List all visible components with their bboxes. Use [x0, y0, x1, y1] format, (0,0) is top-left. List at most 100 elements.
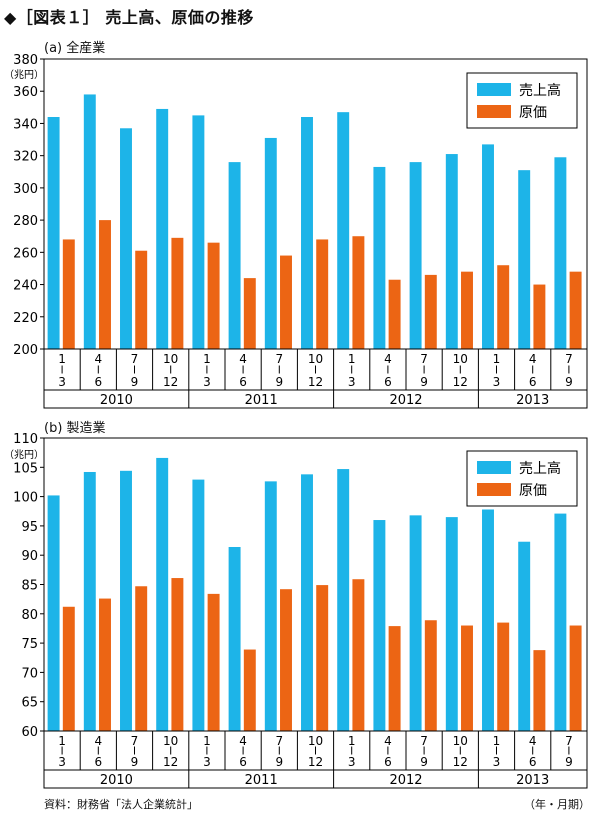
bar-sales: [337, 469, 350, 731]
bar-cost: [569, 625, 582, 731]
bar-sales: [156, 108, 169, 349]
y-tick-label: 200: [13, 343, 38, 358]
quarter-start-label: 1: [348, 734, 356, 748]
bar-sales: [445, 517, 458, 731]
quarter-end-label: 9: [420, 375, 428, 389]
bar-sales: [120, 470, 132, 731]
quarter-end-label: 9: [565, 375, 573, 389]
year-label: 2013: [516, 393, 549, 408]
bar-cost: [352, 236, 365, 349]
quarter-start-label: 1: [58, 352, 66, 366]
bar-sales: [554, 157, 567, 349]
bar-cost: [62, 239, 75, 349]
bar-sales: [518, 170, 531, 349]
quarter-end-label: 9: [565, 755, 573, 769]
y-tick-label: 240: [13, 279, 38, 294]
bar-sales: [301, 474, 313, 731]
legend-box: [466, 72, 578, 129]
y-tick-label: 280: [13, 214, 38, 229]
quarter-start-label: 7: [565, 734, 573, 748]
year-label: 2012: [389, 773, 422, 788]
quarter-end-label: 12: [453, 755, 468, 769]
category-axis-frame: [43, 348, 588, 409]
quarter-end-label: 12: [453, 375, 468, 389]
quarter-start-label: 7: [420, 352, 428, 366]
y-tick-label: 75: [21, 637, 38, 652]
bar-cost: [171, 578, 184, 731]
bar-sales: [482, 509, 494, 731]
bar-sales: [83, 94, 96, 349]
quarter-start-label: 7: [131, 734, 139, 748]
y-tick-label: 320: [13, 150, 38, 165]
quarter-start-label: 7: [275, 352, 283, 366]
legend-label-cost: 原価: [519, 105, 547, 121]
quarter-start-label: 7: [275, 734, 283, 748]
source-note: 資料：財務省「法人企業統計」: [44, 798, 198, 811]
bar-cost: [424, 620, 437, 731]
legend-label-cost: 原価: [519, 483, 547, 499]
quarter-start-label: 10: [308, 352, 323, 366]
y-tick-label: 90: [21, 549, 38, 564]
quarter-end-label: 6: [94, 375, 102, 389]
bar-sales: [482, 144, 494, 349]
quarter-start-label: 4: [239, 734, 247, 748]
bar-sales: [228, 162, 241, 349]
quarter-start-label: 7: [131, 352, 139, 366]
quarter-start-label: 1: [58, 734, 66, 748]
bar-cost: [424, 274, 437, 349]
bar-sales: [47, 495, 60, 731]
quarter-end-label: 12: [163, 755, 178, 769]
quarter-start-label: 7: [565, 352, 573, 366]
bar-cost: [533, 284, 546, 349]
bar-cost: [243, 649, 256, 731]
y-tick-label: 95: [21, 520, 38, 535]
quarter-end-label: 9: [275, 755, 283, 769]
bar-cost: [171, 237, 184, 349]
bar-sales: [228, 546, 241, 731]
bar-sales: [554, 513, 567, 731]
bar-sales: [192, 115, 205, 349]
quarter-start-label: 10: [163, 352, 178, 366]
quarter-end-label: 12: [308, 375, 323, 389]
bar-sales: [409, 162, 422, 349]
quarter-end-label: 3: [348, 755, 356, 769]
bar-cost: [316, 239, 329, 349]
legend-swatch-cost: [477, 105, 511, 118]
quarter-start-label: 4: [384, 352, 392, 366]
quarter-end-label: 12: [163, 375, 178, 389]
bar-cost: [243, 278, 256, 349]
quarter-end-label: 6: [239, 375, 247, 389]
quarter-start-label: 4: [239, 352, 247, 366]
legend-swatch-sales: [477, 83, 511, 96]
bar-sales: [264, 137, 277, 349]
bar-cost: [99, 598, 111, 731]
quarter-end-label: 9: [275, 375, 283, 389]
bar-cost: [99, 220, 111, 349]
y-tick-label: 65: [21, 696, 38, 711]
bar-cost: [461, 271, 473, 349]
quarter-start-label: 10: [163, 734, 178, 748]
quarter-end-label: 6: [384, 375, 392, 389]
panel-a-subtitle: (a) 全産業: [44, 41, 106, 56]
year-label: 2011: [245, 393, 278, 408]
quarter-end-label: 6: [529, 375, 537, 389]
y-unit-label: （兆円）: [4, 69, 44, 81]
quarter-end-label: 3: [58, 375, 66, 389]
y-tick-label: 110: [13, 432, 38, 447]
bar-cost: [280, 589, 292, 731]
bar-sales: [83, 471, 96, 731]
legend-box: [466, 450, 578, 507]
quarter-end-label: 9: [131, 375, 139, 389]
bar-cost: [497, 265, 510, 349]
bar-cost: [533, 650, 546, 731]
year-label: 2010: [100, 773, 133, 788]
quarter-start-label: 1: [493, 352, 501, 366]
quarter-start-label: 10: [453, 352, 468, 366]
y-tick-label: 60: [21, 725, 38, 740]
quarter-start-label: 4: [94, 734, 102, 748]
bar-sales: [337, 112, 350, 350]
bar-cost: [62, 606, 75, 731]
y-tick-label: 260: [13, 246, 38, 261]
bar-cost: [461, 625, 473, 731]
quarter-start-label: 4: [94, 352, 102, 366]
